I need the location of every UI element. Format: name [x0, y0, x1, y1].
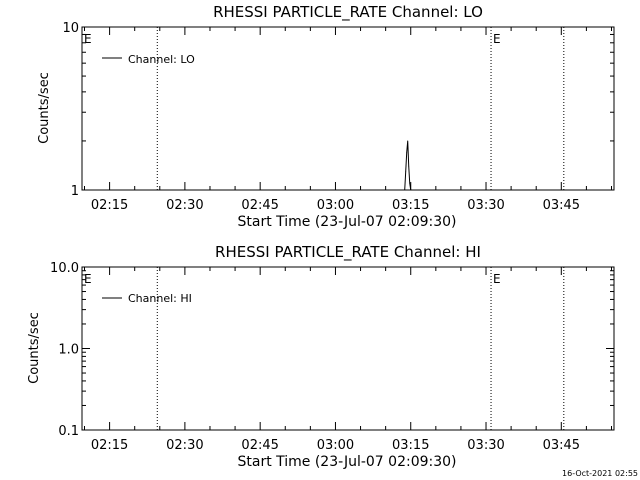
data-point [409, 182, 411, 184]
y-tick-label: 10.0 [50, 261, 79, 276]
event-marker: E [84, 272, 92, 286]
chart-panel-lo: RHESSI PARTICLE_RATE Channel: LO Start T… [37, 3, 615, 230]
legend-label: Channel: HI [128, 292, 192, 305]
y-tick-label: 0.1 [58, 424, 79, 439]
x-tick-label: 03:15 [392, 438, 429, 453]
event-marker: E [493, 32, 501, 46]
x-tick-label: 02:45 [241, 198, 278, 213]
x-tick-label: 02:30 [166, 438, 203, 453]
data-point [408, 165, 410, 167]
x-tick-label: 03:45 [543, 438, 580, 453]
x-tick-label: 03:45 [543, 198, 580, 213]
y-axis-label: Counts/sec [27, 312, 42, 384]
data-point [406, 152, 408, 153]
data-point [410, 189, 412, 191]
plot-marks: 02:15 02:30 02:45 03:00 03:15 03:30 03:45 0.1 1.… [50, 261, 615, 453]
plot-frame [81, 26, 615, 191]
x-tick-label: 03:00 [317, 438, 354, 453]
timestamp: 16-Oct-2021 02:55 [562, 469, 638, 478]
x-tick-label: 03:15 [392, 198, 429, 213]
x-axis-label: Start Time (23-Jul-07 02:09:30) [237, 454, 456, 470]
chart-title: RHESSI PARTICLE_RATE Channel: LO [213, 3, 483, 22]
x-tick-label: 02:45 [241, 438, 278, 453]
data-point [407, 140, 409, 142]
x-tick-label: 02:30 [166, 198, 203, 213]
x-axis-label: Start Time (23-Jul-07 02:09:30) [237, 214, 456, 230]
y-tick-label: 10 [62, 21, 79, 36]
x-tick-label: 03:30 [467, 198, 504, 213]
x-tick-label: 02:15 [91, 198, 128, 213]
x-tick-label: 03:30 [467, 438, 504, 453]
event-marker: E [493, 272, 501, 286]
x-tick-label: 03:00 [317, 198, 354, 213]
plot-marks: 02:15 02:30 02:45 03:00 03:15 03:30 03:45 1 10 E E [62, 21, 615, 213]
y-axis-label: Counts/sec [37, 72, 52, 144]
chart-panel-hi: RHESSI PARTICLE_RATE Channel: HI Start T… [27, 243, 615, 470]
event-marker: E [84, 32, 92, 46]
y-tick-label: 1.0 [58, 343, 79, 358]
chart-title: RHESSI PARTICLE_RATE Channel: HI [215, 243, 481, 262]
y-tick-label: 1 [71, 184, 79, 199]
x-tick-label: 02:15 [91, 438, 128, 453]
data-point [404, 189, 406, 191]
data-point [405, 171, 407, 172]
legend-label: Channel: LO [128, 53, 195, 66]
